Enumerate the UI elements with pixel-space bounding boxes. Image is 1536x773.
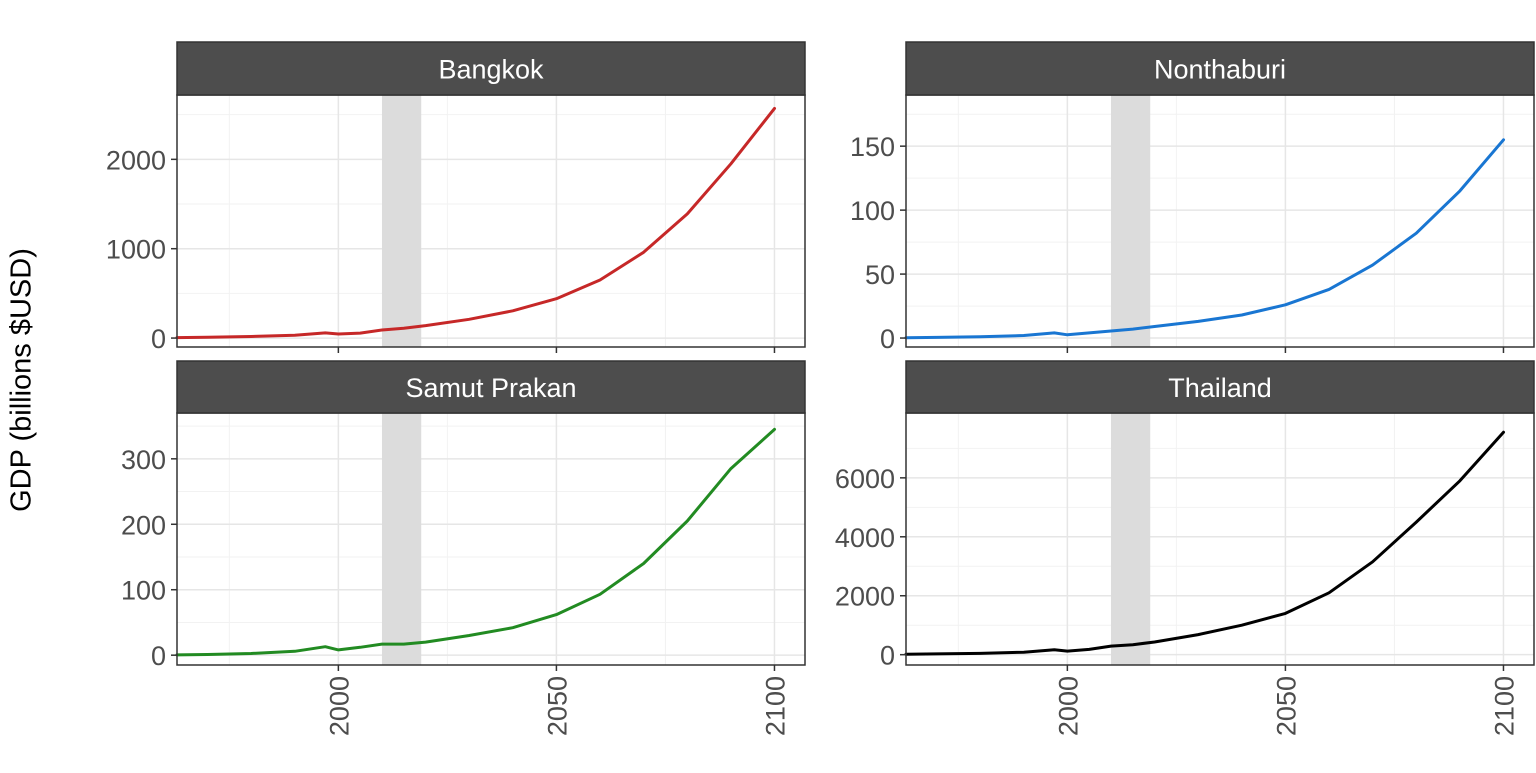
facet-strip bbox=[905, 360, 1535, 414]
x-tick-label: 2000 bbox=[1053, 676, 1083, 736]
y-tick-label: 50 bbox=[865, 260, 895, 290]
facet-strip bbox=[176, 41, 806, 96]
y-tick-label: 300 bbox=[121, 445, 166, 475]
y-tick-label: 0 bbox=[151, 641, 166, 671]
series-line-samut-prakan bbox=[175, 427, 776, 657]
x-tick-label: 2100 bbox=[760, 676, 790, 736]
y-tick-label: 0 bbox=[151, 324, 166, 354]
y-tick-label: 1000 bbox=[106, 235, 166, 265]
panel-background bbox=[906, 413, 1534, 665]
facet-strip-label: Samut Prakan bbox=[405, 373, 576, 403]
panel-background bbox=[906, 95, 1534, 347]
y-tick-label: 2000 bbox=[106, 145, 166, 175]
highlight-band bbox=[1110, 413, 1151, 665]
y-tick-label: 150 bbox=[850, 132, 895, 162]
y-tick-label: 4000 bbox=[835, 523, 895, 553]
y-tick-label: 0 bbox=[880, 324, 895, 354]
highlight-band bbox=[1110, 95, 1151, 347]
x-tick-label: 2000 bbox=[324, 676, 354, 736]
y-tick-label: 2000 bbox=[835, 582, 895, 612]
x-tick-label: 2050 bbox=[1271, 676, 1301, 736]
facet-bangkok: Bangkok 0 1000 2000 bbox=[106, 41, 806, 354]
y-tick-label: 0 bbox=[880, 641, 895, 671]
facet-samut-prakan: Samut Prakan 0 100 200 300 2000 2050 2100 bbox=[121, 360, 806, 736]
y-tick-label: 100 bbox=[121, 576, 166, 606]
y-axis-title-text: GDP (billions $USD) bbox=[5, 248, 38, 512]
series-line-bangkok bbox=[175, 106, 776, 340]
highlight-band bbox=[381, 413, 422, 665]
series-line-nonthaburi bbox=[904, 138, 1505, 340]
x-tick-label: 2100 bbox=[1489, 676, 1519, 736]
panel-background bbox=[177, 413, 805, 665]
facet-strip-label: Nonthaburi bbox=[1154, 55, 1286, 85]
highlight-band bbox=[381, 95, 422, 347]
facet-thailand: Thailand 0 2000 4000 6000 2000 2050 2100 bbox=[835, 360, 1535, 736]
facet-strip bbox=[176, 360, 806, 414]
x-tick-label: 2050 bbox=[542, 676, 572, 736]
panel-background bbox=[177, 95, 805, 347]
facet-strip bbox=[905, 41, 1535, 96]
y-tick-label: 6000 bbox=[835, 464, 895, 494]
facet-nonthaburi: Nonthaburi 0 50 100 150 bbox=[850, 41, 1535, 354]
y-tick-label: 100 bbox=[850, 196, 895, 226]
facet-strip-label: Thailand bbox=[1168, 373, 1272, 403]
y-tick-label: 200 bbox=[121, 510, 166, 540]
facet-strip-label: Bangkok bbox=[438, 55, 544, 85]
series-line-thailand bbox=[904, 430, 1505, 656]
